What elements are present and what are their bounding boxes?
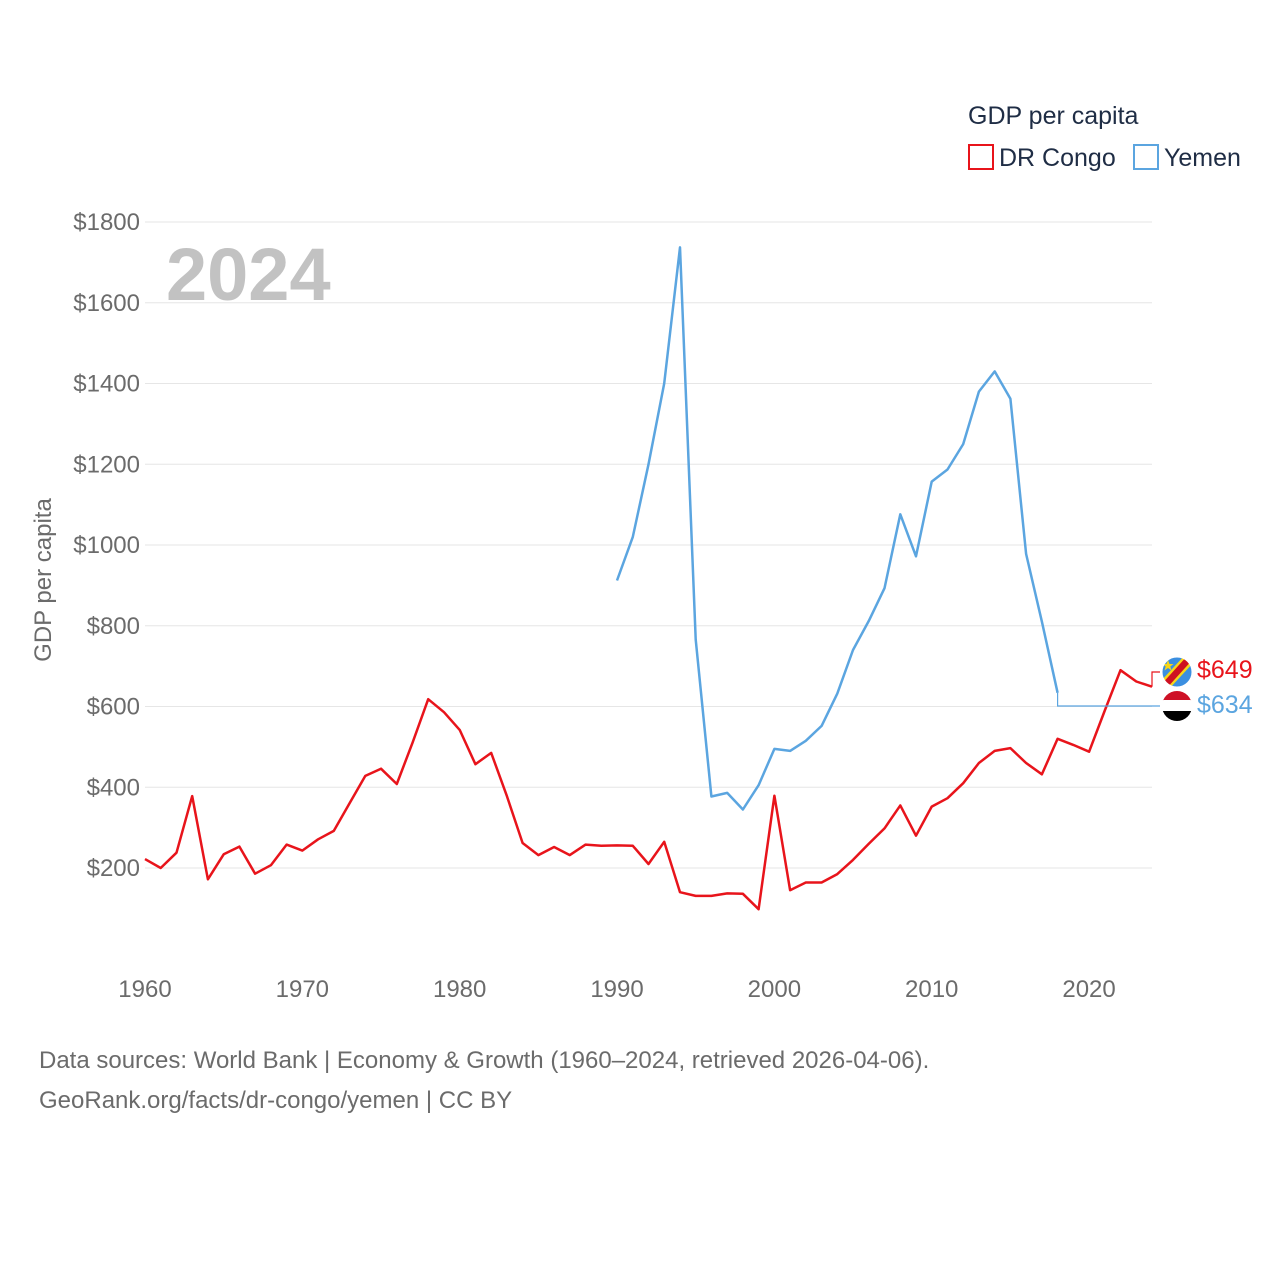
legend-title: GDP per capita (968, 102, 1139, 130)
connector-yemen (1056, 692, 1160, 707)
x-tick-label: 2000 (748, 976, 801, 1003)
legend-swatch-yemen (1133, 144, 1159, 170)
y-tick-label: $800 (87, 613, 140, 640)
series-line-yemen (615, 246, 1059, 811)
legend-label-yemen: Yemen (1164, 144, 1241, 172)
y-tick-label: $1200 (73, 451, 140, 478)
dr-congo-flag-icon (1161, 656, 1193, 688)
y-tick-label: $600 (87, 694, 140, 721)
series-line-dr-congo (144, 668, 1153, 911)
y-tick-label: $1400 (73, 371, 140, 398)
connector-dr-congo (1151, 671, 1160, 687)
x-tick-label: 1960 (118, 976, 171, 1003)
footer-link[interactable]: GeoRank.org/facts/dr-congo/yemen | CC BY (39, 1087, 512, 1114)
gridlines (145, 221, 1152, 869)
footer-sources: Data sources: World Bank | Economy & Gro… (39, 1047, 929, 1074)
legend-swatch-dr-congo (968, 144, 994, 170)
legend: GDP per capita DR Congo Yemen (968, 102, 1241, 172)
end-label-dr-congo: $649 (1197, 656, 1253, 684)
x-tick-label: 1980 (433, 976, 486, 1003)
yemen-flag-icon (1162, 691, 1192, 721)
end-connectors (1056, 671, 1160, 707)
legend-label-dr-congo: DR Congo (999, 144, 1116, 172)
y-tick-label: $200 (87, 855, 140, 882)
y-axis-ticks: $200 $400 $600 $800 $1000 $1200 $1400 $1600 $180… (73, 209, 140, 882)
y-tick-label: $1000 (73, 532, 140, 559)
y-tick-label: $1600 (73, 290, 140, 317)
x-tick-label: 2010 (905, 976, 958, 1003)
y-axis-label: GDP per capita (30, 498, 57, 662)
x-tick-label: 1990 (590, 976, 643, 1003)
end-label-yemen: $634 (1197, 691, 1253, 719)
x-axis-ticks: 1960 1970 1980 1990 2000 2010 2020 (118, 976, 1115, 1003)
y-tick-label: $400 (87, 774, 140, 801)
series-lines (144, 246, 1153, 911)
y-tick-label: $1800 (73, 209, 140, 236)
x-tick-label: 2020 (1062, 976, 1115, 1003)
year-label: 2024 (166, 233, 331, 316)
x-tick-label: 1970 (276, 976, 329, 1003)
